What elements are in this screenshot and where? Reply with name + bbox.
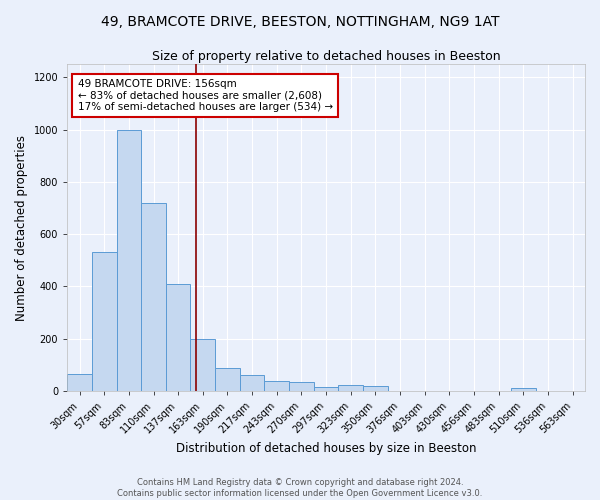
Bar	[511, 388, 536, 391]
Bar	[265, 380, 289, 391]
Title: Size of property relative to detached houses in Beeston: Size of property relative to detached ho…	[152, 50, 500, 63]
Bar	[240, 376, 265, 391]
Text: 49, BRAMCOTE DRIVE, BEESTON, NOTTINGHAM, NG9 1AT: 49, BRAMCOTE DRIVE, BEESTON, NOTTINGHAM,…	[101, 15, 499, 29]
X-axis label: Distribution of detached houses by size in Beeston: Distribution of detached houses by size …	[176, 442, 476, 455]
Text: 49 BRAMCOTE DRIVE: 156sqm
← 83% of detached houses are smaller (2,608)
17% of se: 49 BRAMCOTE DRIVE: 156sqm ← 83% of detac…	[77, 79, 332, 112]
Bar	[116, 130, 141, 391]
Text: Contains HM Land Registry data © Crown copyright and database right 2024.
Contai: Contains HM Land Registry data © Crown c…	[118, 478, 482, 498]
Bar	[363, 386, 388, 391]
Bar	[338, 386, 363, 391]
Bar	[314, 387, 338, 391]
Bar	[92, 252, 116, 391]
Bar	[215, 368, 240, 391]
Bar	[166, 284, 190, 391]
Bar	[67, 374, 92, 391]
Y-axis label: Number of detached properties: Number of detached properties	[15, 134, 28, 320]
Bar	[141, 203, 166, 391]
Bar	[190, 339, 215, 391]
Bar	[289, 382, 314, 391]
